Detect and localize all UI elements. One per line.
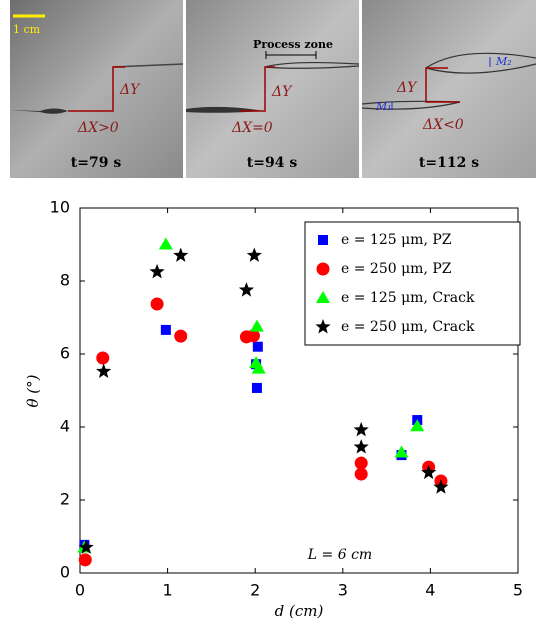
offset-guide — [425, 67, 460, 103]
point — [160, 324, 171, 335]
crack — [425, 52, 537, 74]
offset-guide — [240, 66, 275, 112]
time-label: t=94 s — [247, 155, 298, 171]
point — [150, 297, 164, 311]
time-label: t=112 s — [419, 155, 479, 171]
legend-marker — [316, 291, 330, 303]
zone-bracket — [265, 51, 317, 59]
dx-label: ΔX=0 — [231, 120, 273, 136]
y-tick-label: 2 — [60, 490, 70, 509]
point — [173, 247, 189, 262]
point — [410, 419, 425, 432]
marker-label: M₂ — [495, 55, 512, 68]
y-tick-label: 6 — [60, 344, 70, 363]
dy-label: ΔY — [396, 80, 418, 96]
point — [394, 445, 409, 458]
legend-label: e = 125 μm, PZ — [341, 232, 452, 248]
dy-label: ΔY — [119, 82, 141, 98]
photo-panel — [186, 0, 359, 178]
legend-marker — [315, 319, 331, 334]
point — [96, 363, 112, 378]
process-zone-label: Process zone — [253, 38, 333, 51]
y-tick-label: 8 — [60, 271, 70, 290]
photo-panel — [362, 0, 536, 178]
point — [78, 553, 92, 567]
x-tick-label: 4 — [425, 581, 435, 600]
point — [251, 361, 266, 374]
y-tick-label: 4 — [60, 417, 70, 436]
x-tick-label: 1 — [163, 581, 173, 600]
dx-label: ΔX>0 — [77, 120, 119, 136]
point — [433, 479, 449, 494]
marker-label: M₁ — [375, 100, 392, 113]
point — [238, 282, 255, 297]
legend-box — [304, 221, 521, 346]
legend-label: e = 250 μm, PZ — [341, 261, 452, 277]
point — [246, 329, 260, 343]
point — [149, 263, 165, 279]
dy-label: ΔY — [271, 84, 293, 100]
crack — [10, 108, 68, 114]
y-tick-label: 0 — [60, 563, 70, 582]
point — [354, 467, 368, 481]
point — [353, 421, 369, 437]
x-tick-label: 0 — [75, 581, 85, 600]
x-tick-label: 5 — [513, 581, 523, 600]
y-axis-label: θ (°) — [24, 374, 42, 407]
point — [96, 351, 110, 365]
legend-marker — [318, 235, 328, 245]
legend-label: e = 250 μm, Crack — [341, 319, 475, 335]
x-tick-label: 2 — [250, 581, 260, 600]
y-tick-label: 10 — [50, 198, 70, 217]
point — [174, 329, 188, 343]
point — [421, 464, 437, 480]
point — [353, 439, 369, 454]
annotation: L = 6 cm — [307, 547, 372, 563]
photo-strip: 1 cm Process zone ΔY ΔX>0 t=79 s ΔY ΔX=0… — [10, 0, 537, 178]
point — [354, 456, 368, 470]
offset-guide — [68, 66, 125, 112]
point — [251, 382, 262, 393]
legend-marker — [316, 262, 330, 276]
point — [252, 341, 263, 352]
x-axis-label: d (cm) — [275, 602, 324, 620]
dx-label: ΔX<0 — [422, 117, 464, 133]
marker-tick — [391, 57, 491, 110]
photo-panel — [10, 0, 183, 178]
legend-label: e = 125 μm, Crack — [341, 290, 475, 306]
point — [249, 319, 264, 332]
point — [246, 247, 262, 262]
point — [78, 539, 94, 554]
time-label: t=79 s — [71, 155, 122, 171]
point — [158, 237, 173, 250]
scale-bar-label: 1 cm — [13, 23, 41, 36]
x-tick-label: 3 — [338, 581, 348, 600]
